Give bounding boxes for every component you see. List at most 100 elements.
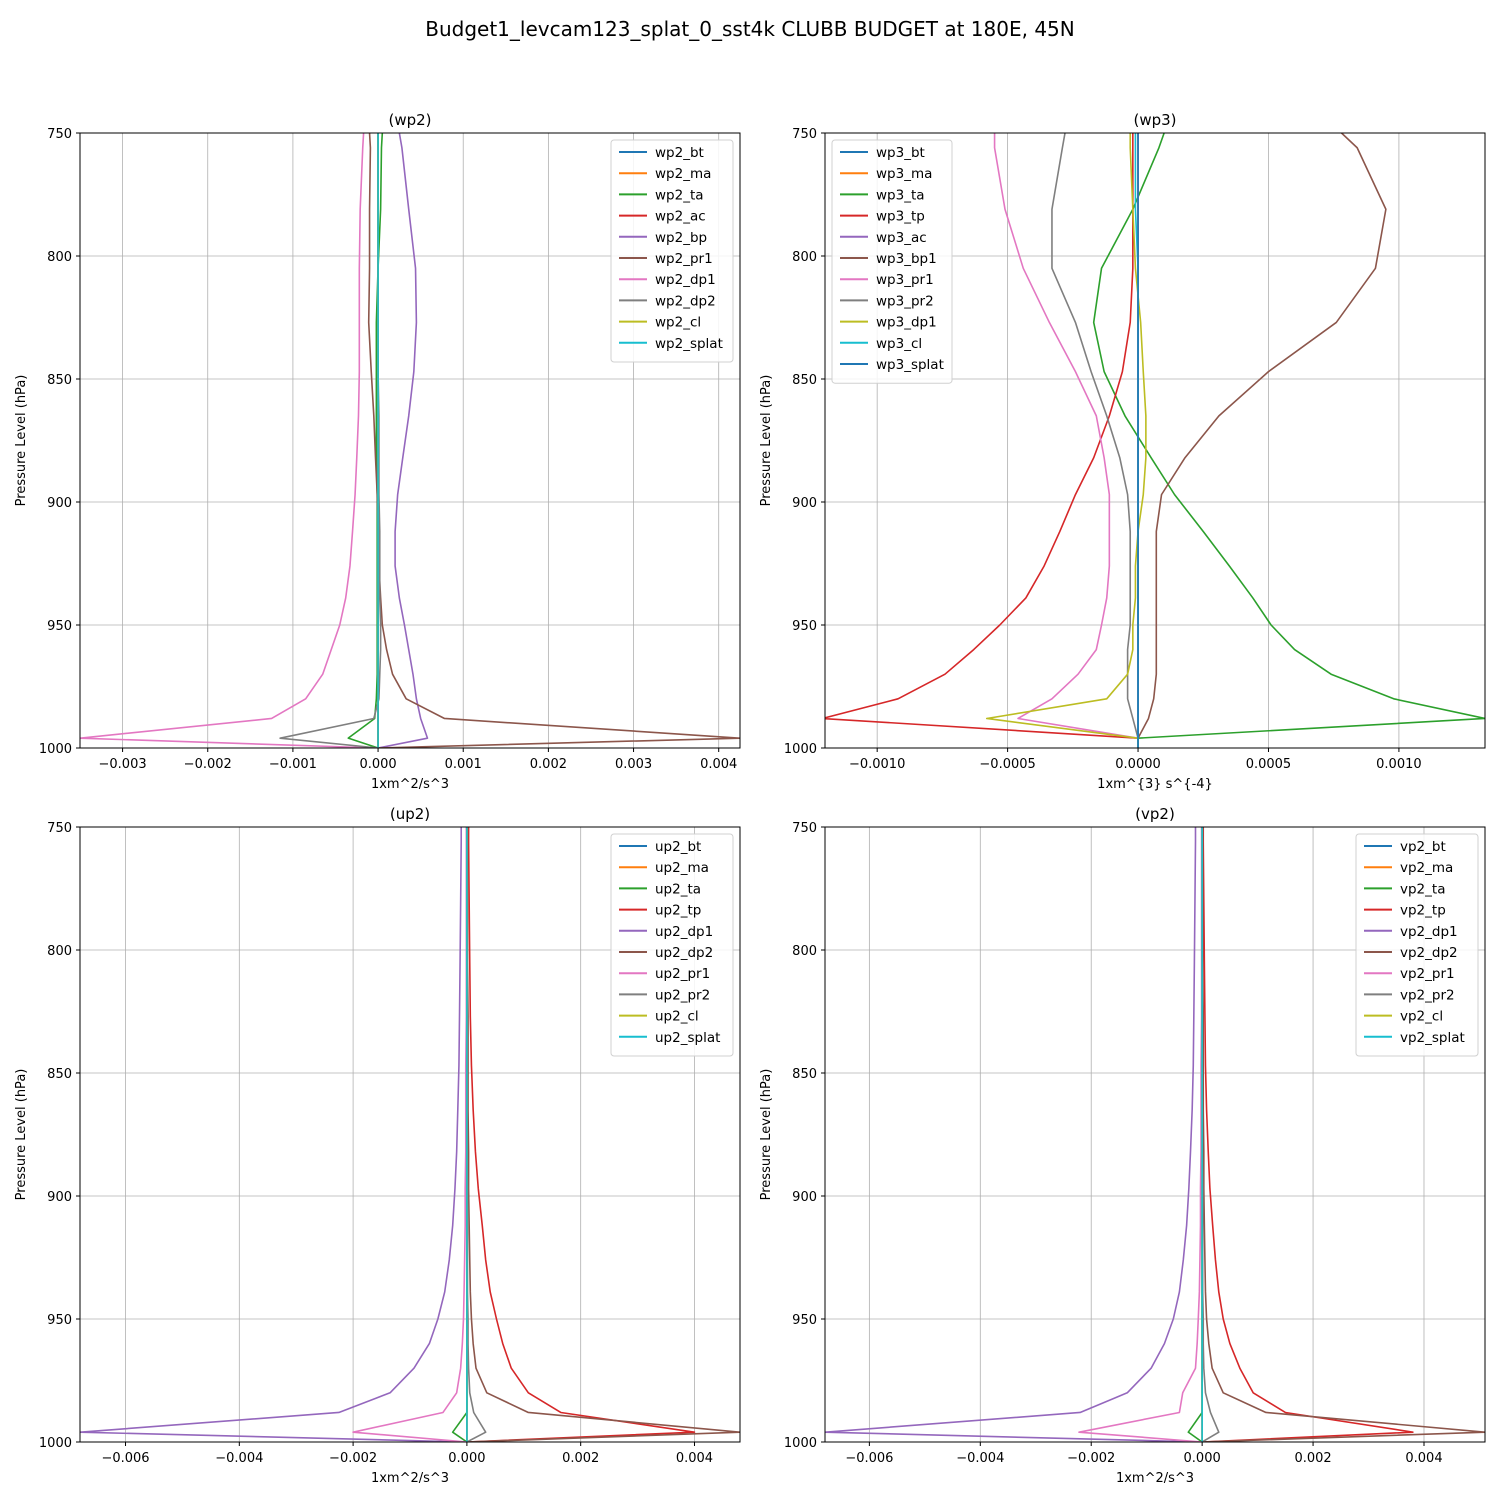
- axes-frame: [824, 132, 1486, 749]
- legend-label-vp2_ma: vp2_ma: [1400, 860, 1453, 876]
- x-tick-label: −0.0005: [979, 757, 1035, 772]
- y-tick-label: 750: [47, 821, 72, 836]
- legend-label-vp2_cl: vp2_cl: [1400, 1009, 1443, 1025]
- series-line-wp3_pr1: [993, 133, 1139, 748]
- series-line-wp3_ta: [1092, 133, 1485, 748]
- axes-frame: [79, 826, 741, 1443]
- y-tick-label: 800: [792, 944, 817, 959]
- legend-label-up2_dp2: up2_dp2: [655, 945, 713, 961]
- y-tick-label: 750: [792, 821, 817, 836]
- x-tick-label: −0.004: [956, 1451, 1004, 1466]
- legend-label-wp2_ma: wp2_ma: [655, 166, 711, 182]
- legend-label-up2_pr2: up2_pr2: [655, 987, 710, 1003]
- legend-label-vp2_ta: vp2_ta: [1400, 881, 1445, 897]
- x-tick-label: −0.002: [1067, 1451, 1115, 1466]
- y-tick-label: 750: [792, 127, 817, 142]
- legend-label-wp2_bp: wp2_bp: [655, 230, 707, 246]
- panels-group: −0.003 −0.002 −0.001 0.000 0.001 0.002 0.003 0.…: [14, 111, 1486, 1486]
- legend-label-up2_dp1: up2_dp1: [655, 924, 713, 940]
- y-tick-label: 800: [47, 250, 72, 265]
- x-tick-label: −0.002: [329, 1451, 377, 1466]
- legend-label-wp2_cl: wp2_cl: [655, 315, 701, 331]
- x-tick-label: 0.003: [615, 757, 652, 772]
- x-tick-label: −0.006: [101, 1451, 149, 1466]
- y-tick-label: 800: [47, 944, 72, 959]
- series-line-wp2_bp: [377, 133, 429, 748]
- x-tick-label: 0.001: [445, 757, 482, 772]
- y-axis-label: Pressure Level (hPa): [759, 375, 774, 507]
- y-tick-label: 1000: [39, 742, 72, 757]
- legend-label-wp2_pr1: wp2_pr1: [655, 251, 713, 267]
- legend-label-wp2_dp1: wp2_dp1: [655, 272, 716, 288]
- legend-box: [1355, 833, 1479, 1057]
- y-tick-label: 1000: [39, 1436, 72, 1451]
- legend-label-up2_pr1: up2_pr1: [655, 966, 710, 982]
- series-lines: [80, 827, 740, 1442]
- legend-label-wp3_ma: wp3_ma: [876, 166, 932, 182]
- y-tick-label: 850: [47, 373, 72, 388]
- x-tick-label: −0.001: [269, 757, 317, 772]
- y-axis-label: Pressure Level (hPa): [759, 1069, 774, 1201]
- x-tick-label: 0.002: [530, 757, 567, 772]
- y-tick-label: 950: [792, 1313, 817, 1328]
- legend-label-vp2_pr2: vp2_pr2: [1400, 987, 1455, 1003]
- legend-label-wp3_bt: wp3_bt: [876, 145, 925, 161]
- y-axis-label: Pressure Level (hPa): [14, 375, 29, 507]
- y-tick-label: 950: [47, 1313, 72, 1328]
- legend-label-vp2_dp2: vp2_dp2: [1400, 945, 1458, 961]
- panel-3: −0.006 −0.004 −0.002 0.000 0.002 0.004 750 800 8…: [759, 805, 1486, 1486]
- legend-label-wp2_ta: wp2_ta: [655, 187, 704, 203]
- x-tick-label: 0.000: [359, 757, 396, 772]
- legend-label-vp2_pr1: vp2_pr1: [1400, 966, 1455, 982]
- x-axis-label: 1xm^{3} s^{-4}: [1097, 777, 1213, 792]
- legend-label-up2_ma: up2_ma: [655, 860, 709, 876]
- legend-label-wp3_ta: wp3_ta: [876, 187, 925, 203]
- series-line-vp2_dp1: [825, 827, 1203, 1442]
- panel-0: −0.003 −0.002 −0.001 0.000 0.001 0.002 0.003 0.…: [14, 111, 741, 792]
- panel-1: −0.0010 −0.0005 0.0000 0.0005 0.0010 750 800 85…: [759, 111, 1486, 792]
- legend-label-vp2_bt: vp2_bt: [1400, 839, 1446, 855]
- legend-label-up2_tp: up2_tp: [655, 903, 701, 919]
- y-tick-label: 800: [792, 250, 817, 265]
- legend-label-wp3_splat: wp3_splat: [876, 357, 944, 373]
- y-tick-label: 900: [47, 1190, 72, 1205]
- x-tick-label: −0.002: [184, 757, 232, 772]
- legend-label-wp2_bt: wp2_bt: [655, 145, 704, 161]
- series-line-wp3_bp1: [1137, 133, 1387, 748]
- y-tick-label: 750: [47, 127, 72, 142]
- y-tick-label: 1000: [784, 1436, 817, 1451]
- legend: vp2_bt vp2_ma vp2_ta vp2_tp vp2_dp1 vp2_dp2vp…: [1355, 833, 1479, 1057]
- y-tick-label: 850: [792, 1067, 817, 1082]
- y-tick-label: 900: [792, 1190, 817, 1205]
- y-tick-label: 850: [792, 373, 817, 388]
- panel-title: (wp2): [388, 111, 431, 129]
- legend-label-vp2_tp: vp2_tp: [1400, 903, 1446, 919]
- legend-label-wp3_ac: wp3_ac: [876, 230, 927, 246]
- legend-label-up2_bt: up2_bt: [655, 839, 701, 855]
- x-tick-label: 0.004: [676, 1451, 713, 1466]
- legend-label-vp2_splat: vp2_splat: [1400, 1030, 1465, 1046]
- x-tick-label: 0.002: [1294, 1451, 1331, 1466]
- x-tick-label: 0.004: [1405, 1451, 1442, 1466]
- legend-label-wp3_tp: wp3_tp: [876, 209, 925, 225]
- series-line-wp3_pr2: [1051, 133, 1139, 748]
- panel-title: (vp2): [1135, 805, 1175, 823]
- x-tick-label: 0.0010: [1376, 757, 1422, 772]
- y-tick-label: 950: [47, 619, 72, 634]
- axes-frame: [824, 826, 1486, 1443]
- x-tick-label: 0.004: [700, 757, 737, 772]
- y-tick-label: 950: [792, 619, 817, 634]
- x-tick-label: 0.0005: [1246, 757, 1292, 772]
- series-lines: [80, 133, 740, 748]
- legend-label-up2_splat: up2_splat: [655, 1030, 720, 1046]
- y-tick-label: 1000: [784, 742, 817, 757]
- x-axis-label: 1xm^2/s^3: [1116, 1471, 1194, 1486]
- legend-label-up2_ta: up2_ta: [655, 881, 701, 897]
- legend: wp2_bt wp2_ma wp2_ta wp2_ac wp2_bp wp2_pr1 wp2…: [610, 139, 734, 363]
- x-tick-label: 0.002: [562, 1451, 599, 1466]
- series-line-wp3_tp: [825, 133, 1139, 748]
- series-line-vp2_tp: [1202, 827, 1414, 1442]
- x-tick-label: 0.000: [1184, 1451, 1221, 1466]
- series-lines: [825, 827, 1485, 1442]
